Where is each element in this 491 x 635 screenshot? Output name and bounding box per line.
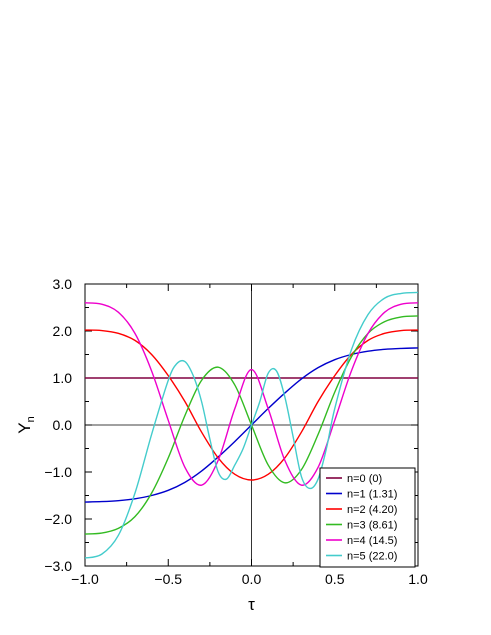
y-axis-label: Yn (15, 416, 37, 433)
y-tick-label: −1.0 (44, 464, 72, 480)
series-layer (85, 291, 418, 559)
legend-label-n5: n=5 (22.0) (347, 551, 397, 563)
x-axis-label: τ (248, 595, 255, 614)
x-tick-label: 0.0 (242, 571, 262, 587)
legend-label-n1: n=1 (1.31) (347, 489, 397, 501)
legend-label-n4: n=4 (14.5) (347, 535, 397, 547)
legend-label-n3: n=3 (8.61) (347, 520, 397, 532)
x-tick-label: 1.0 (408, 571, 428, 587)
legend-label-n2: n=2 (4.20) (347, 504, 397, 516)
legend-label-n0: n=0 (0) (347, 473, 382, 485)
y-tick-label: −2.0 (44, 511, 72, 527)
y-tick-label: 1.0 (53, 370, 73, 386)
y-axis-label-main: Y (15, 422, 34, 433)
y-tick-label: 0.0 (53, 417, 73, 433)
series-line-n4 (85, 302, 418, 486)
legend: n=0 (0) n=1 (1.31) n=2 (4.20) n=3 (8.61) n=4… (319, 467, 416, 568)
y-tick-label: 2.0 (53, 323, 73, 339)
x-tick-label: −0.5 (154, 571, 182, 587)
tick-labels: −1.0 −0.5 0.0 0.5 1.0 −3.0 −2.0 −1.0 0.0 1.0 2.0 3.… (44, 276, 428, 587)
x-tick-label: −1.0 (71, 571, 99, 587)
y-tick-label: 3.0 (53, 276, 73, 292)
y-tick-label: −3.0 (44, 558, 72, 574)
legend-box (319, 467, 416, 568)
series-line-n5 (85, 291, 418, 559)
y-axis-label-subscript: n (25, 416, 37, 422)
x-tick-label: 0.5 (325, 571, 345, 587)
